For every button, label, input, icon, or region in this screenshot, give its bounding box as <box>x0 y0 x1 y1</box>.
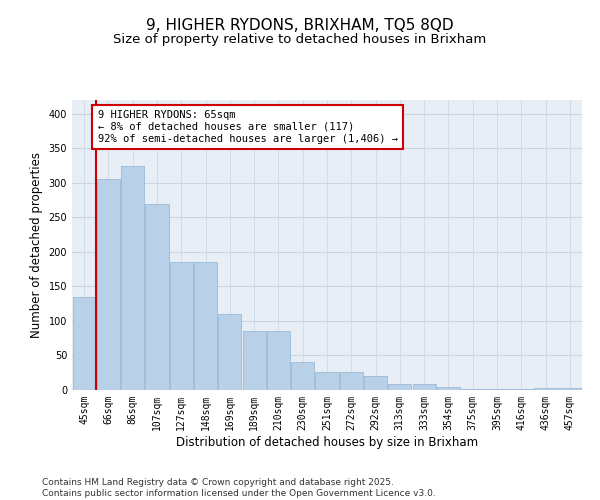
Y-axis label: Number of detached properties: Number of detached properties <box>30 152 43 338</box>
Bar <box>534 388 557 390</box>
Bar <box>291 362 314 390</box>
Bar <box>145 204 169 390</box>
Bar <box>267 332 290 390</box>
Bar <box>73 297 95 390</box>
Text: 9, HIGHER RYDONS, BRIXHAM, TQ5 8QD: 9, HIGHER RYDONS, BRIXHAM, TQ5 8QD <box>146 18 454 32</box>
Bar <box>316 372 338 390</box>
Bar <box>170 262 193 390</box>
Bar <box>242 332 266 390</box>
X-axis label: Distribution of detached houses by size in Brixham: Distribution of detached houses by size … <box>176 436 478 448</box>
Bar <box>340 372 363 390</box>
Bar <box>413 384 436 390</box>
Bar <box>218 314 241 390</box>
Text: 9 HIGHER RYDONS: 65sqm
← 8% of detached houses are smaller (117)
92% of semi-det: 9 HIGHER RYDONS: 65sqm ← 8% of detached … <box>97 110 398 144</box>
Bar <box>559 388 581 390</box>
Bar <box>388 384 412 390</box>
Bar <box>194 262 217 390</box>
Text: Size of property relative to detached houses in Brixham: Size of property relative to detached ho… <box>113 32 487 46</box>
Text: Contains HM Land Registry data © Crown copyright and database right 2025.
Contai: Contains HM Land Registry data © Crown c… <box>42 478 436 498</box>
Bar <box>437 387 460 390</box>
Bar <box>364 376 387 390</box>
Bar <box>121 166 144 390</box>
Bar <box>97 180 120 390</box>
